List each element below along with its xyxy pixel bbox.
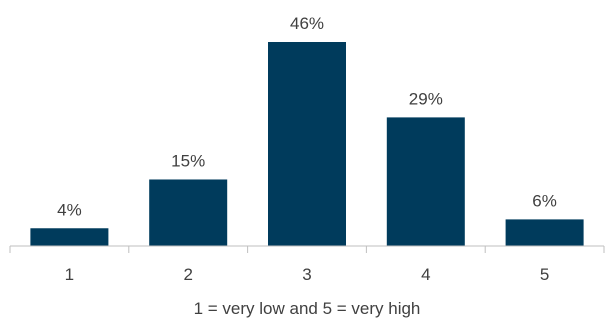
data-label-1: 4% (57, 200, 82, 219)
x-tick-label-5: 5 (540, 265, 549, 284)
data-label-2: 15% (171, 151, 205, 170)
data-label-3: 46% (290, 14, 324, 33)
data-label-4: 29% (409, 89, 443, 108)
x-axis-title: 1 = very low and 5 = very high (194, 299, 421, 318)
x-tick-label-3: 3 (302, 265, 311, 284)
x-tick-label-1: 1 (65, 265, 74, 284)
bars-group (30, 42, 584, 247)
x-tick-labels-group: 1 2 3 4 5 (65, 265, 550, 284)
bar-4 (386, 117, 465, 247)
bar-3 (268, 42, 346, 246)
bar-2 (149, 179, 228, 246)
x-tick-label-2: 2 (183, 265, 192, 284)
x-axis-ticks-group (9, 246, 605, 253)
data-labels-group: 4% 15% 46% 29% 6% (57, 14, 557, 219)
data-label-5: 6% (532, 191, 557, 210)
bar-5 (505, 219, 584, 246)
bar-1 (30, 228, 109, 246)
x-tick-label-4: 4 (421, 265, 430, 284)
